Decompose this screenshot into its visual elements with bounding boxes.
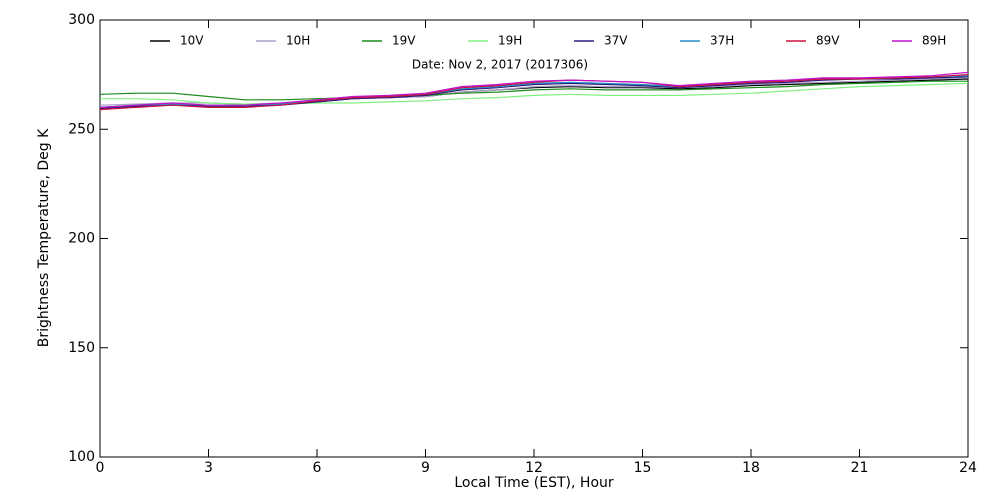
x-tick-label: 0 [96,460,105,476]
series-line [99,74,969,111]
y-tick-label: 100 [68,449,95,465]
series-line [99,71,969,108]
x-tick-label: 3 [204,460,213,476]
series-line [100,82,969,105]
legend-label: 19V [392,34,416,48]
series-line [99,80,968,101]
legend-label: 37V [604,34,628,48]
x-axis-label: Local Time (EST), Hour [454,475,614,491]
legend-label: 19H [498,34,522,48]
legend-label: 89V [816,34,840,48]
legend-label: 10V [180,34,204,48]
plot-frame [99,19,969,458]
x-tick-label: 6 [313,460,322,476]
y-tick-label: 300 [68,12,95,28]
x-tick-label: 15 [634,460,652,476]
y-axis-label: Brightness Temperature, Deg K [36,128,52,347]
x-tick-label: 18 [742,460,760,476]
chart-title: Date: Nov 2, 2017 (2017306) [412,58,588,72]
y-tick-label: 250 [68,121,95,137]
y-tick-label: 150 [68,340,95,356]
series-line [99,75,969,108]
legend-label: 89H [922,34,946,48]
x-tick-label: 21 [851,460,869,476]
x-tick-label: 9 [421,460,430,476]
y-tick-label: 200 [68,231,95,247]
legend-label: 10H [286,34,310,48]
legend-label: 37H [710,34,734,48]
series-line [99,76,969,110]
x-tick-label: 24 [959,460,977,476]
x-tick-label: 12 [525,460,543,476]
